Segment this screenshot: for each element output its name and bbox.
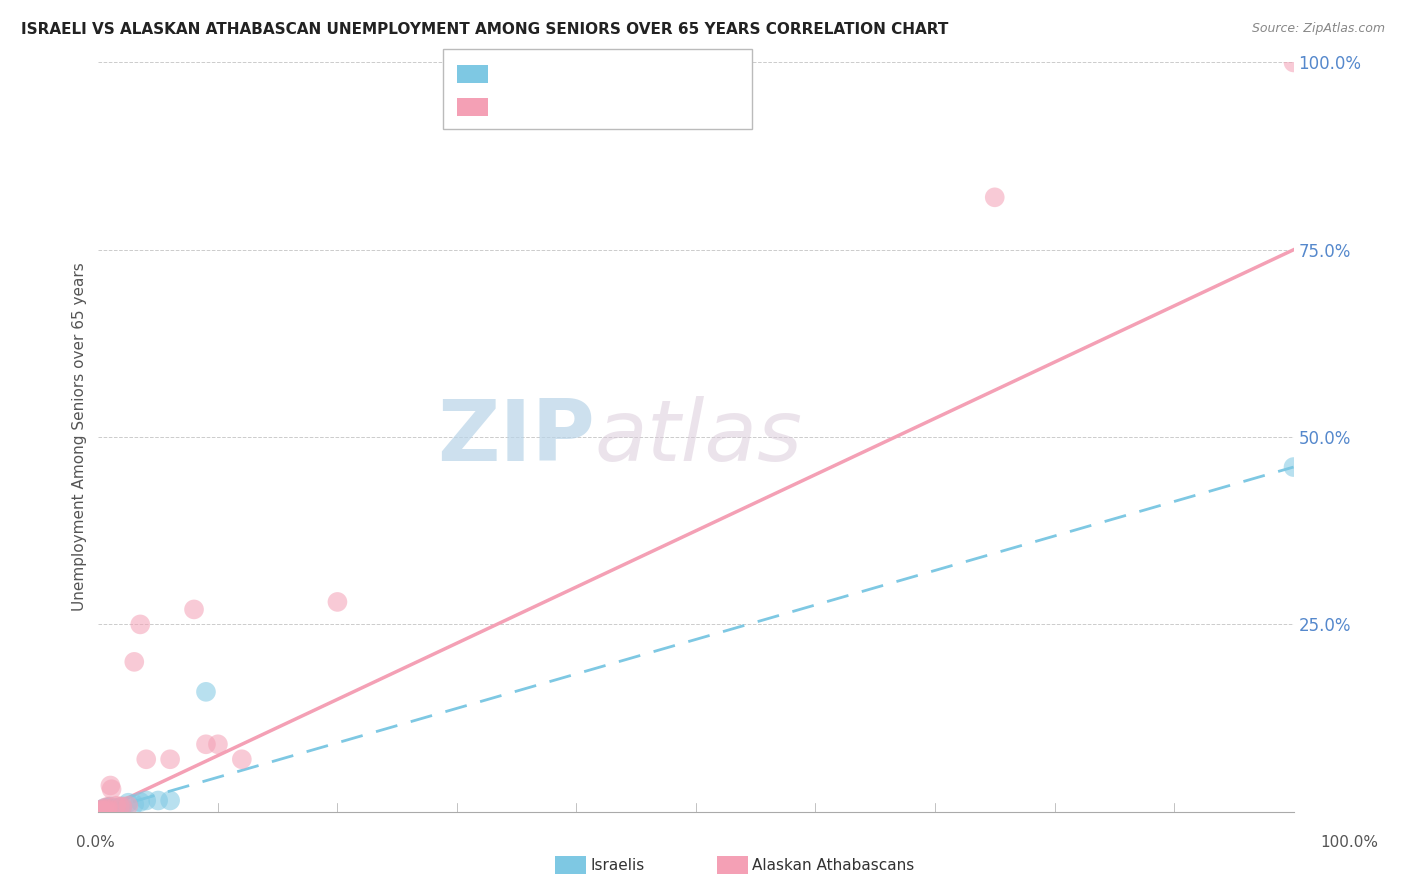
Point bbox=[135, 752, 157, 766]
Text: Source: ZipAtlas.com: Source: ZipAtlas.com bbox=[1251, 22, 1385, 36]
Point bbox=[1282, 460, 1305, 475]
Point bbox=[117, 796, 139, 810]
Point bbox=[91, 802, 114, 816]
Point bbox=[195, 685, 218, 699]
Text: Israelis: Israelis bbox=[591, 858, 645, 872]
Point bbox=[183, 602, 205, 616]
Point bbox=[111, 799, 134, 814]
Point bbox=[207, 737, 229, 751]
Text: ISRAELI VS ALASKAN ATHABASCAN UNEMPLOYMENT AMONG SENIORS OVER 65 YEARS CORRELATI: ISRAELI VS ALASKAN ATHABASCAN UNEMPLOYME… bbox=[21, 22, 949, 37]
Point bbox=[231, 752, 253, 766]
Point bbox=[129, 795, 152, 809]
Text: N = 20: N = 20 bbox=[647, 65, 714, 83]
Text: ZIP: ZIP bbox=[437, 395, 595, 479]
Point bbox=[135, 793, 157, 807]
Y-axis label: Unemployment Among Seniors over 65 years: Unemployment Among Seniors over 65 years bbox=[72, 263, 87, 611]
Point bbox=[93, 801, 115, 815]
Text: 0.0%: 0.0% bbox=[76, 836, 115, 850]
Point bbox=[91, 803, 114, 817]
Point bbox=[97, 800, 120, 814]
Point bbox=[984, 190, 1007, 204]
Text: R = 0.784: R = 0.784 bbox=[496, 98, 595, 116]
Text: Alaskan Athabascans: Alaskan Athabascans bbox=[752, 858, 914, 872]
Point bbox=[326, 595, 349, 609]
Point bbox=[129, 617, 152, 632]
Point bbox=[97, 802, 120, 816]
Point bbox=[148, 793, 170, 807]
Point bbox=[89, 803, 111, 817]
Point bbox=[124, 655, 146, 669]
Point bbox=[98, 779, 122, 793]
Point bbox=[1282, 55, 1305, 70]
Point bbox=[93, 801, 115, 815]
Text: R = 0.350: R = 0.350 bbox=[496, 65, 595, 83]
Point bbox=[108, 799, 131, 814]
Text: atlas: atlas bbox=[595, 395, 803, 479]
Point bbox=[98, 799, 122, 814]
Text: N = 25: N = 25 bbox=[647, 98, 714, 116]
Point bbox=[97, 799, 120, 814]
Point bbox=[96, 802, 118, 816]
Point bbox=[97, 802, 120, 816]
Point bbox=[111, 799, 134, 814]
Point bbox=[108, 800, 131, 814]
Point bbox=[90, 803, 112, 817]
Point bbox=[100, 782, 122, 797]
Point bbox=[94, 802, 117, 816]
Text: 100.0%: 100.0% bbox=[1320, 836, 1379, 850]
Point bbox=[124, 797, 146, 812]
Point bbox=[105, 798, 128, 813]
Point bbox=[159, 793, 181, 807]
Point bbox=[96, 803, 118, 817]
Point bbox=[91, 802, 114, 816]
Point bbox=[117, 798, 139, 813]
Point bbox=[90, 805, 112, 819]
Point bbox=[195, 737, 218, 751]
Point bbox=[105, 801, 128, 815]
Point bbox=[101, 802, 124, 816]
Point bbox=[159, 752, 181, 766]
